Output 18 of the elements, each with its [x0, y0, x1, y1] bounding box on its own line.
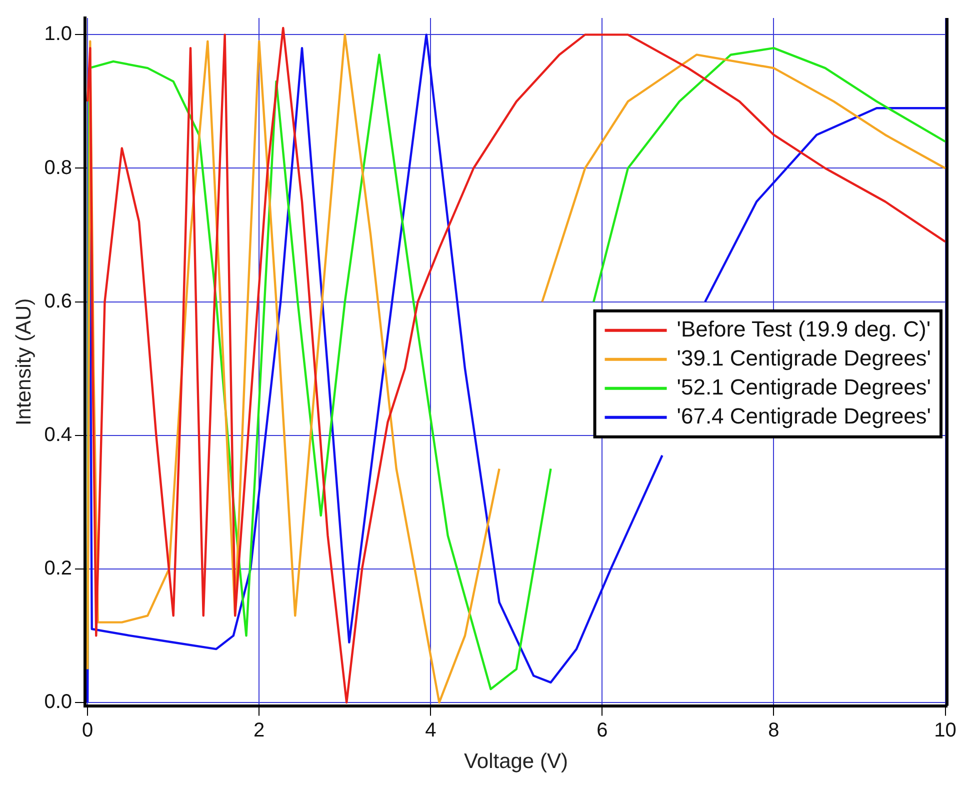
y-tick-label: 0.2: [44, 557, 72, 580]
legend-label: '52.1 Centigrade Degrees': [676, 374, 932, 400]
x-tick-label: 10: [934, 719, 956, 742]
x-tick-label: 6: [596, 719, 608, 742]
x-tick-label: 8: [768, 719, 780, 742]
x-tick-label: 2: [254, 719, 265, 742]
y-tick-label: 0.0: [44, 690, 72, 713]
y-tick-label: 0.6: [44, 290, 72, 312]
y-tick-label: 1.0: [44, 23, 72, 46]
x-tick-label: 4: [425, 719, 436, 742]
legend-label: '39.1 Centigrade Degrees': [676, 345, 932, 370]
y-tick-label: 0.4: [44, 424, 72, 446]
x-axis-title: Voltage (V): [464, 750, 568, 774]
legend-label: '67.4 Centigrade Degrees': [676, 403, 932, 428]
y-tick-label: 0.8: [44, 156, 72, 179]
x-tick-label: 0: [82, 719, 94, 742]
legend-label: 'Before Test (19.9 deg. C)': [676, 316, 931, 342]
y-axis-title: Intensity (AU): [12, 298, 36, 426]
